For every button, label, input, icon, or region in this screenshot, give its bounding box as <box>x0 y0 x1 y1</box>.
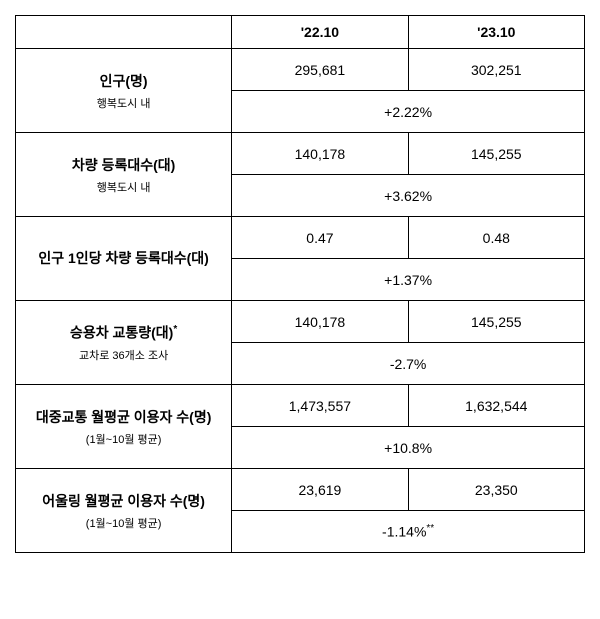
row-label: 승용차 교통량(대)* 교차로 36개소 조사 <box>16 301 232 385</box>
header-col1: '22.10 <box>232 16 408 49</box>
row-label: 인구 1인당 차량 등록대수(대) <box>16 217 232 301</box>
value-col2: 1,632,544 <box>408 385 584 427</box>
value-col1: 140,178 <box>232 133 408 175</box>
change-superscript: ** <box>426 523 434 534</box>
row-title: 인구(명) <box>22 71 225 92</box>
row-title: 인구 1인당 차량 등록대수(대) <box>22 248 225 269</box>
value-col2: 145,255 <box>408 301 584 343</box>
table-row: 인구 1인당 차량 등록대수(대)0.470.48 <box>16 217 585 259</box>
row-subtitle: (1월~10월 평균) <box>22 431 225 447</box>
table-row: 승용차 교통량(대)*교차로 36개소 조사140,178145,255 <box>16 301 585 343</box>
change-value: +2.22% <box>232 91 585 133</box>
row-title-superscript: * <box>173 324 177 335</box>
row-subtitle: 행복도시 내 <box>22 95 225 111</box>
header-col2: '23.10 <box>408 16 584 49</box>
value-col1: 23,619 <box>232 469 408 511</box>
value-col1: 140,178 <box>232 301 408 343</box>
table-row: 인구(명)행복도시 내295,681302,251 <box>16 49 585 91</box>
table-body: 인구(명)행복도시 내295,681302,251+2.22%차량 등록대수(대… <box>16 49 585 553</box>
change-value: +10.8% <box>232 427 585 469</box>
table-row: 대중교통 월평균 이용자 수(명)(1월~10월 평균)1,473,5571,6… <box>16 385 585 427</box>
value-col2: 302,251 <box>408 49 584 91</box>
value-col1: 295,681 <box>232 49 408 91</box>
row-subtitle: (1월~10월 평균) <box>22 515 225 531</box>
stats-table: '22.10 '23.10 인구(명)행복도시 내295,681302,251+… <box>15 15 585 553</box>
row-title: 승용차 교통량(대)* <box>22 322 225 344</box>
change-value: -1.14%** <box>232 511 585 553</box>
value-col2: 23,350 <box>408 469 584 511</box>
row-title: 어울링 월평균 이용자 수(명) <box>22 491 225 512</box>
row-label: 차량 등록대수(대) 행복도시 내 <box>16 133 232 217</box>
row-label: 어울링 월평균 이용자 수(명) (1월~10월 평균) <box>16 469 232 553</box>
table-row: 차량 등록대수(대)행복도시 내140,178145,255 <box>16 133 585 175</box>
change-value: +3.62% <box>232 175 585 217</box>
value-col2: 145,255 <box>408 133 584 175</box>
header-row: '22.10 '23.10 <box>16 16 585 49</box>
change-value: -2.7% <box>232 343 585 385</box>
change-value: +1.37% <box>232 259 585 301</box>
header-empty <box>16 16 232 49</box>
row-label: 인구(명) 행복도시 내 <box>16 49 232 133</box>
value-col1: 0.47 <box>232 217 408 259</box>
value-col1: 1,473,557 <box>232 385 408 427</box>
row-subtitle: 행복도시 내 <box>22 179 225 195</box>
row-label: 대중교통 월평균 이용자 수(명) (1월~10월 평균) <box>16 385 232 469</box>
row-title: 대중교통 월평균 이용자 수(명) <box>22 407 225 428</box>
row-title: 차량 등록대수(대) <box>22 155 225 176</box>
table-row: 어울링 월평균 이용자 수(명)(1월~10월 평균)23,61923,350 <box>16 469 585 511</box>
value-col2: 0.48 <box>408 217 584 259</box>
row-subtitle: 교차로 36개소 조사 <box>22 347 225 363</box>
